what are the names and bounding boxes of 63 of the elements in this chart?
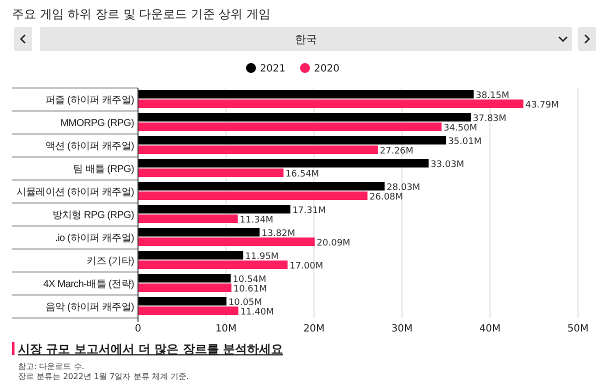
chart-subtitle: 한국 — [295, 32, 317, 46]
bar — [138, 297, 226, 306]
bar — [138, 214, 238, 223]
data-label: 34.50M — [444, 123, 478, 134]
data-label: 17.31M — [292, 206, 326, 216]
x-tick-label: 10M — [215, 324, 237, 334]
data-label: 10.54M — [232, 274, 266, 285]
bar — [138, 168, 284, 177]
data-label: 20.09M — [316, 238, 350, 248]
text: 시장 규모 보고서에서 더 많은 장르를 분석하세요 — [18, 342, 284, 356]
bar — [138, 136, 446, 144]
x-tick-label: 40M — [479, 324, 501, 334]
data-label: 11.34M — [240, 215, 274, 226]
legend-label: 2020 — [314, 64, 340, 74]
data-label: 13.82M — [262, 228, 296, 239]
bar — [138, 260, 288, 269]
text: 장르 분류는 2022년 1월 7일자 분류 체계 기준. — [18, 372, 189, 381]
text: 참고: 다운로드 수. — [18, 362, 84, 371]
x-tick-label: 20M — [303, 324, 325, 334]
data-label: 28.03M — [386, 182, 420, 193]
bar — [138, 205, 290, 214]
bar — [138, 228, 260, 236]
y-tick-label: 음악 (하이퍼 캐주얼) — [45, 302, 134, 313]
y-tick-label: 방치형 RPG (RPG) — [52, 210, 134, 221]
data-label: 10.05M — [228, 298, 262, 308]
data-label: 38.15M — [476, 90, 510, 101]
data-label: 26.08M — [370, 192, 404, 202]
bar — [138, 192, 368, 200]
data-label: 11.95M — [245, 252, 279, 262]
data-label: 33.03M — [430, 160, 464, 170]
x-tick-label: 0 — [134, 324, 142, 334]
bar — [138, 100, 524, 108]
y-tick-label: 퍼즐 (하이퍼 캐주얼) — [45, 95, 134, 106]
bar — [138, 182, 385, 190]
data-label: 35.01M — [448, 136, 482, 147]
x-tick-label: 50M — [567, 324, 589, 334]
bar — [138, 306, 238, 315]
y-tick-label: MMORPG (RPG) — [60, 118, 134, 129]
bar — [138, 251, 244, 260]
legend-label: 2021 — [260, 64, 286, 74]
data-label: 17.00M — [290, 261, 324, 272]
chart-title: 주요 게임 하위 장르 및 다운로드 기준 상위 게임 — [12, 7, 271, 21]
bar — [138, 122, 442, 131]
y-tick-label: 액션 (하이퍼 캐주얼) — [45, 141, 134, 152]
bar — [138, 238, 315, 246]
data-label: 11.40M — [240, 307, 274, 318]
bar — [138, 274, 231, 282]
data-label: 37.83M — [472, 114, 506, 124]
data-label: 27.26M — [380, 146, 414, 156]
bar — [138, 113, 471, 122]
bar — [138, 159, 429, 168]
y-tick-label: 4X March-배틀 (전략) — [43, 279, 134, 290]
bar — [138, 146, 378, 154]
data-label: 43.79M — [525, 100, 559, 110]
bar — [138, 90, 474, 98]
bar — [138, 284, 232, 292]
data-label: 10.61M — [233, 284, 267, 294]
y-tick-label: .io (하이퍼 캐주얼) — [55, 233, 134, 244]
y-tick-label: 시뮬레이션 (하이퍼 캐주얼) — [16, 187, 134, 198]
y-tick-label: 팀 배틀 (RPG) — [73, 164, 134, 175]
x-tick-label: 30M — [391, 324, 413, 334]
data-label: 16.54M — [286, 169, 320, 180]
y-tick-label: 키즈 (기타) — [86, 256, 134, 267]
